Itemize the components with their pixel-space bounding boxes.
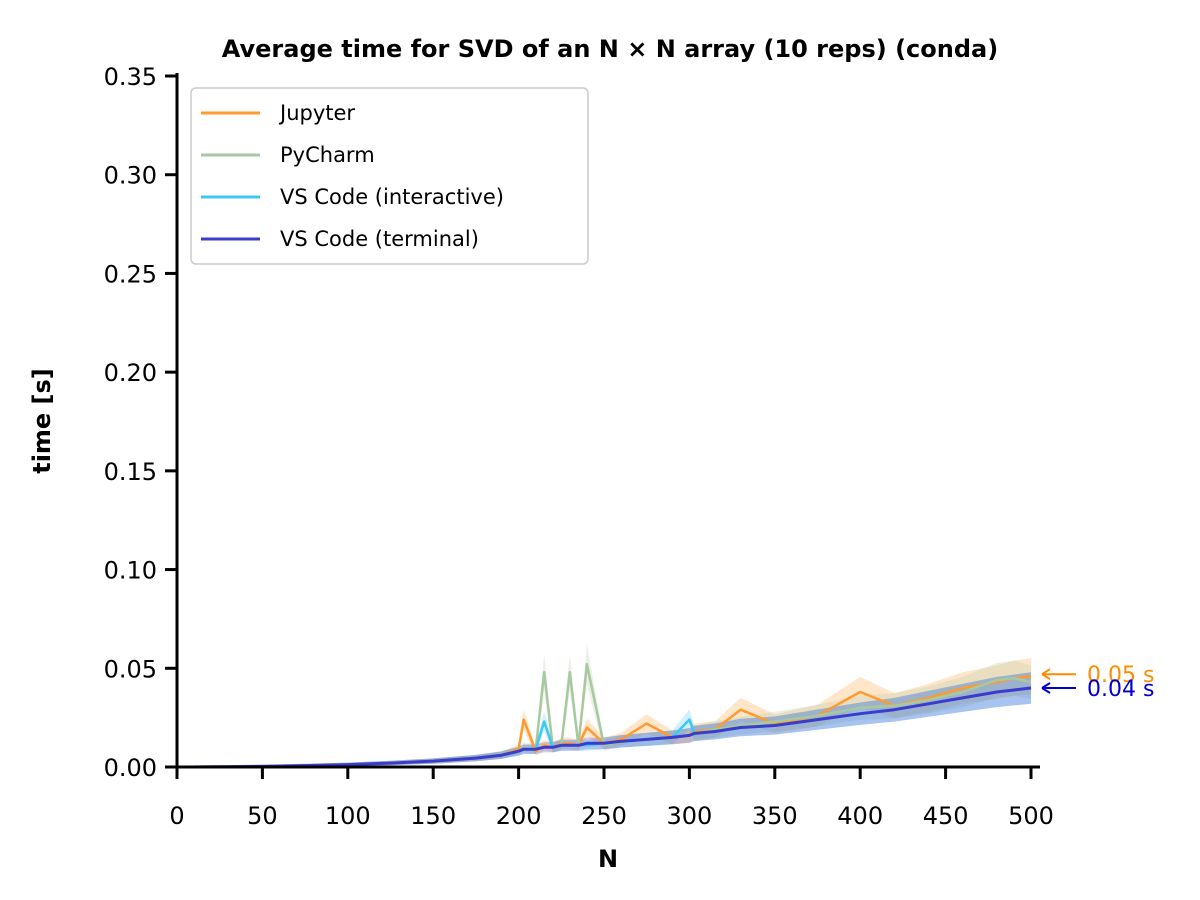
y-tick-label: 0.30 — [104, 162, 157, 190]
legend-label-2: PyCharm — [280, 143, 375, 167]
legend: Jupyter PyCharm VS Code (interactive) VS Co… — [191, 88, 588, 264]
x-tick-label: 350 — [752, 802, 798, 830]
y-tick-label: 0.10 — [104, 557, 157, 585]
series-layer — [194, 644, 1031, 767]
x-tick-label: 0 — [169, 802, 184, 830]
x-tick-label: 500 — [1008, 802, 1054, 830]
end-label-2: 0.04 s — [1087, 677, 1154, 702]
x-tick-label: 250 — [581, 802, 627, 830]
y-tick-label: 0.20 — [104, 359, 157, 387]
y-tick-label: 0.00 — [104, 754, 157, 782]
y-tick-label: 0.05 — [104, 655, 157, 683]
chart-title: Average time for SVD of an N × N array (… — [222, 35, 998, 63]
series-band-4 — [194, 672, 1031, 767]
x-tick-label: 450 — [923, 802, 969, 830]
x-tick-label: 300 — [666, 802, 712, 830]
x-tick-label: 50 — [247, 802, 278, 830]
y-tick-label: 0.15 — [104, 458, 157, 486]
legend-label-1: Jupyter — [278, 101, 355, 125]
x-tick-label: 400 — [837, 802, 883, 830]
x-axis-title: N — [598, 845, 618, 873]
x-tick-label: 100 — [325, 802, 371, 830]
x-tick-label: 200 — [496, 802, 542, 830]
y-tick-label: 0.35 — [104, 63, 157, 91]
x-ticks: 0 50 100 150 200 250 300 350 400 450 500 — [169, 767, 1054, 830]
series-line-1 — [194, 676, 1031, 767]
y-axis-title: time [s] — [28, 368, 56, 474]
legend-label-4: VS Code (terminal) — [280, 227, 479, 251]
legend-label-3: VS Code (interactive) — [280, 185, 504, 209]
end-labels: 0.05 s0.04 s — [1042, 663, 1154, 702]
x-tick-label: 150 — [410, 802, 456, 830]
y-tick-label: 0.25 — [104, 260, 157, 288]
y-ticks: 0.00 0.05 0.10 0.15 0.20 0.25 0.30 0.35 — [104, 63, 177, 782]
